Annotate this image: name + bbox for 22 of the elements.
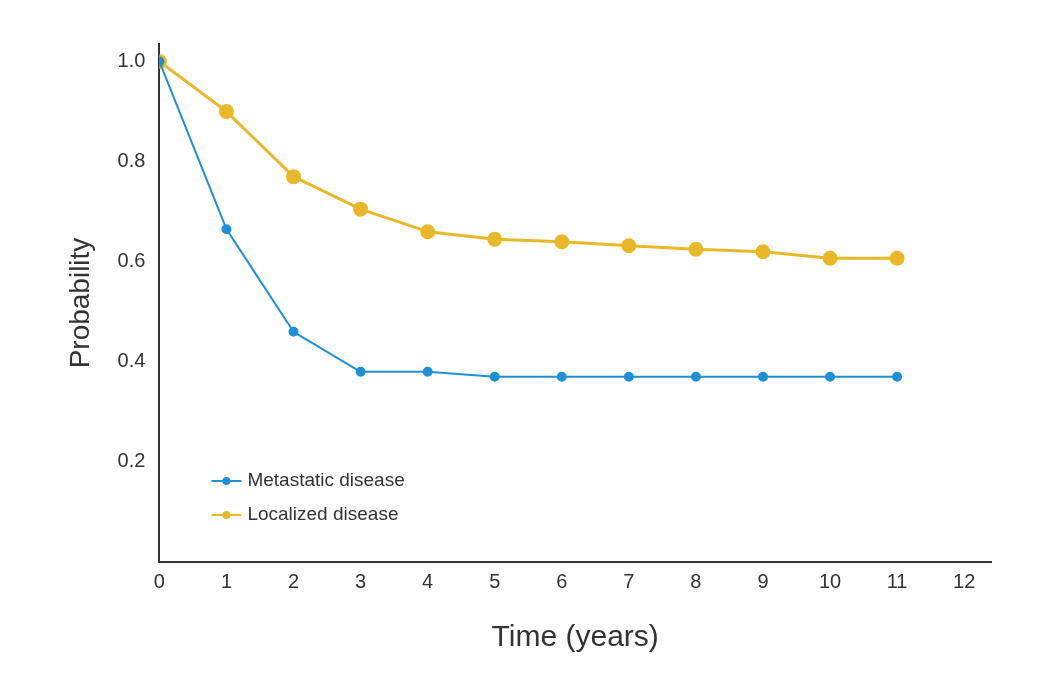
y-tick-label: 0.4	[117, 349, 146, 372]
x-tick-label: 3	[355, 569, 367, 592]
x-tick-label: 8	[690, 569, 702, 592]
x-tick-label: 0	[153, 569, 165, 592]
x-tick-label: 1	[220, 569, 233, 592]
x-axis-title: Time (years)	[491, 619, 659, 653]
x-tick-label: 6	[556, 569, 568, 592]
x-tick-label: 10	[818, 569, 842, 592]
x-tick-label: 7	[623, 569, 635, 592]
y-tick-label: 0.6	[117, 249, 146, 272]
x-tick-label: 9	[757, 569, 769, 592]
y-tick-label: 0.2	[117, 449, 146, 472]
y-tick-label: 1.0	[117, 49, 146, 72]
x-tick-label: 11	[886, 569, 908, 592]
x-tick-label: 2	[287, 569, 300, 592]
x-tick-label: 4	[422, 569, 434, 592]
x-tick-label: 12	[953, 569, 976, 592]
x-tick-label: 5	[489, 569, 501, 592]
legend-label: Localized disease	[247, 503, 399, 525]
legend-label: Metastatic disease	[247, 469, 405, 491]
y-axis-title: Probability	[63, 237, 95, 369]
y-tick-label: 0.8	[117, 149, 146, 172]
